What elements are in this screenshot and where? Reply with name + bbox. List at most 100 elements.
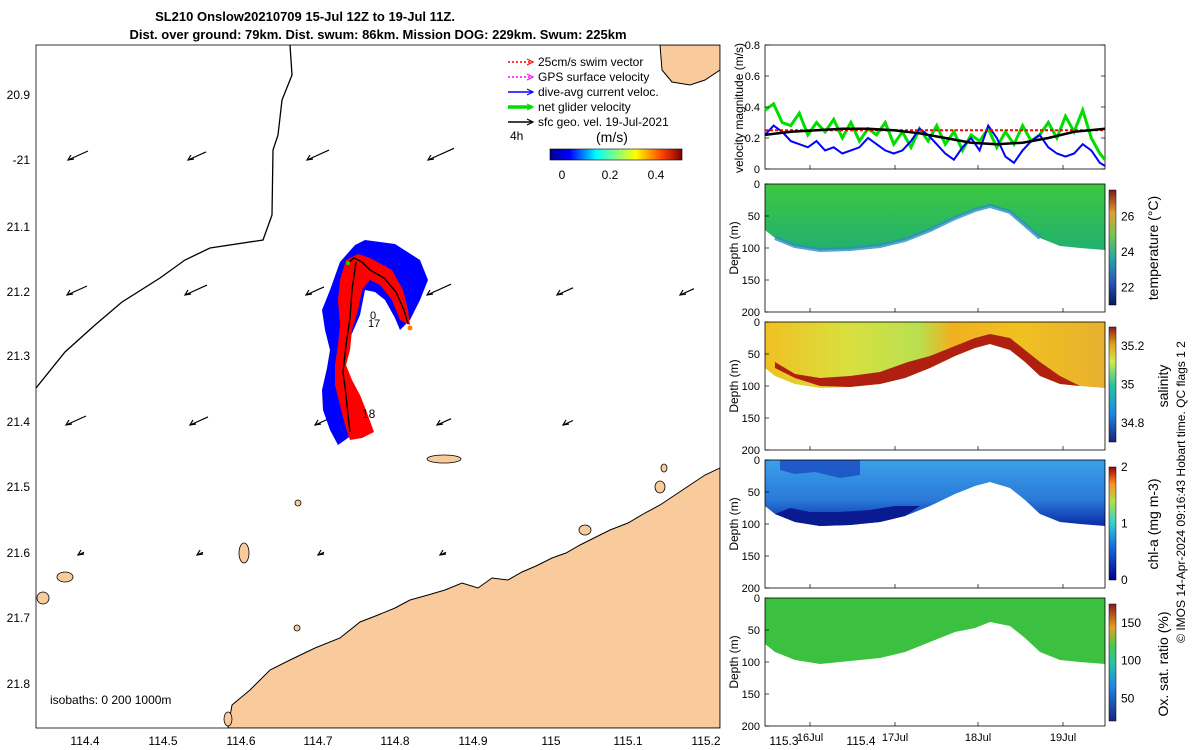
geo-velocity-arrow xyxy=(426,283,452,296)
map-y-tick-label: 21.3 xyxy=(7,349,31,363)
depth-tick-label: 50 xyxy=(748,487,760,499)
chla-section xyxy=(764,459,1117,589)
map-y-tick-label: 21.2 xyxy=(7,285,31,299)
map-x-tick-label: 115.1 xyxy=(613,734,642,748)
colorbar-tick-label: 24 xyxy=(1121,245,1135,259)
velocity-ylabel: velocity magnitude (m/s) xyxy=(732,43,746,173)
chart-title-line2: Dist. over ground: 79km. Dist. swum: 86k… xyxy=(129,27,626,42)
island xyxy=(578,524,592,536)
colorbar-tick-label: 150 xyxy=(1121,616,1141,630)
map-x-tick-label: 115.3 xyxy=(769,734,798,748)
geo-arrow-head xyxy=(66,154,75,161)
legend-arrowhead xyxy=(526,103,535,111)
oxygen-ylabel: Depth (m) xyxy=(727,635,741,688)
map-x-tick-label: 114.9 xyxy=(458,734,487,748)
colorbar-tick-label: 22 xyxy=(1121,280,1135,294)
geo-arrow-head xyxy=(316,549,325,556)
velocity-y-tick: 0.4 xyxy=(745,102,760,114)
geo-velocity-arrows xyxy=(64,147,695,556)
geo-arrow-head xyxy=(65,289,74,296)
velocity-y-tick: 0 xyxy=(754,164,760,176)
depth-tick-label: 150 xyxy=(742,275,760,287)
colorbar-unit: (m/s) xyxy=(596,129,628,145)
geo-velocity-arrow xyxy=(436,418,452,426)
oxygen-section xyxy=(764,597,1117,727)
track-label-18: 18 xyxy=(362,407,376,421)
geo-velocity-arrow xyxy=(556,287,574,296)
map-y-tick-label: 21.6 xyxy=(7,546,31,560)
time-tick-label: 19Jul xyxy=(1050,732,1076,744)
geo-arrow-head xyxy=(183,289,192,296)
colorbar-tick-2: 0.4 xyxy=(648,168,665,182)
colorbar-tick-label: 35.2 xyxy=(1121,339,1145,353)
map-x-tick-label: 114.4 xyxy=(70,734,99,748)
velocity-series-line xyxy=(764,127,1106,146)
salinity-colorbar xyxy=(1108,326,1117,443)
depth-tick-label: 100 xyxy=(742,243,760,255)
colorbar-tick-label: 26 xyxy=(1121,210,1135,224)
colorbar-tick-0: 0 xyxy=(559,168,566,182)
depth-tick-label: 200 xyxy=(742,307,760,319)
map-y-tick-label: 21.7 xyxy=(7,611,31,625)
colorbar-tick-label: 100 xyxy=(1121,654,1141,668)
geo-velocity-arrow xyxy=(187,151,207,161)
colorbar-tick-label: 2 xyxy=(1121,460,1128,474)
oxygen-colorbar xyxy=(1108,603,1117,722)
map-y-tick-label: 21.1 xyxy=(7,220,31,234)
geo-velocity-arrow xyxy=(305,286,325,296)
geo-arrow-head xyxy=(313,419,322,426)
depth-tick-label: 150 xyxy=(742,689,760,701)
isobath-line xyxy=(36,45,293,389)
map-x-tick-label: 114.8 xyxy=(380,734,409,748)
legend-label: dive-avg current veloc. xyxy=(538,85,659,99)
section-axes: 05010015020022242605010015020034.83535.2… xyxy=(742,165,1145,744)
chla-ylabel: Depth (m) xyxy=(727,497,741,550)
oxygen-data xyxy=(765,598,1105,664)
geo-arrow-head xyxy=(438,549,447,556)
geo-velocity-arrow xyxy=(427,147,455,161)
swim-vector-swath xyxy=(335,254,410,440)
copyright-text: © IMOS 14-Apr-2024 09:16:43 Hobart time.… xyxy=(1174,341,1188,643)
geo-arrow-head xyxy=(188,419,197,426)
geo-arrow-head xyxy=(76,549,85,556)
geo-velocity-arrow xyxy=(66,285,88,296)
interval-label: 4h xyxy=(510,129,523,143)
depth-tick-label: 150 xyxy=(742,551,760,563)
map-y-tick-label: 21.8 xyxy=(7,677,31,691)
temperature-thermocline xyxy=(774,203,1042,253)
chart-title-line1: SL210 Onslow20210709 15-Jul 12Z to 19-Ju… xyxy=(155,9,455,24)
depth-tick-label: 50 xyxy=(748,349,760,361)
time-tick-label: 17Jul xyxy=(882,732,908,744)
map-colorbar xyxy=(549,148,683,161)
legend-arrowhead xyxy=(526,88,535,96)
map-x-tick-label: 114.5 xyxy=(148,734,177,748)
colorbar-tick-label: 50 xyxy=(1121,691,1135,705)
colorbar-tick-label: 1 xyxy=(1121,517,1128,531)
map-x-tick-label: 115 xyxy=(541,734,560,748)
geo-arrow-head xyxy=(678,289,687,296)
depth-tick-label: 200 xyxy=(742,721,760,733)
map-y-tick-label: -21 xyxy=(13,153,31,167)
map-x-tick-label: 114.6 xyxy=(226,734,255,748)
depth-tick-label: 200 xyxy=(742,445,760,457)
geo-velocity-arrow xyxy=(67,150,89,161)
velocity-y-tick: 0.2 xyxy=(745,133,760,145)
salinity-section xyxy=(764,321,1117,451)
velocity-y-ticks: 0 0.2 0.4 0.6 0.8 xyxy=(745,40,1105,176)
legend-arrowhead xyxy=(526,58,535,66)
map-x-ticks: 114.4 114.5 114.6 114.7 114.8 114.9 115 115.1 11… xyxy=(70,734,875,748)
temperature-data xyxy=(765,184,1105,250)
track-label-0: 0 xyxy=(370,310,376,322)
depth-tick-label: 100 xyxy=(742,381,760,393)
salinity-ylabel: Depth (m) xyxy=(727,359,741,412)
colorbar-tick-label: 34.8 xyxy=(1121,416,1145,430)
map-y-tick-label: 21.5 xyxy=(7,480,31,494)
legend-arrowhead xyxy=(526,118,535,126)
map-y-tick-label: 20.9 xyxy=(7,88,31,102)
mainland-coast xyxy=(227,467,720,728)
geo-arrow-head xyxy=(305,154,314,161)
legend-arrowhead xyxy=(526,73,535,81)
depth-tick-label: 0 xyxy=(754,593,760,605)
island xyxy=(56,571,74,583)
